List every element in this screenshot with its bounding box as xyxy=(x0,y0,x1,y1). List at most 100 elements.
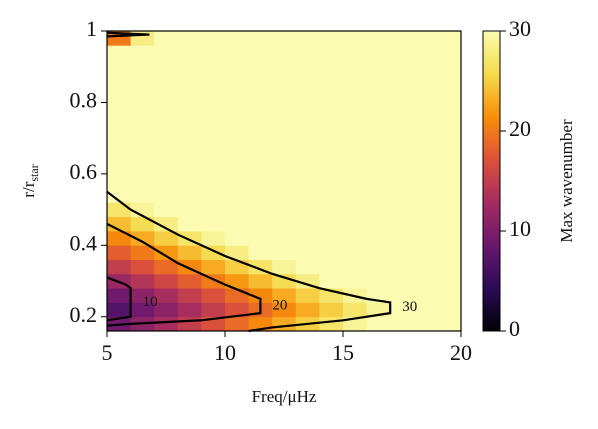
x-tick-label: 15 xyxy=(332,340,354,365)
heatmap-cell xyxy=(413,245,438,260)
heatmap-cell xyxy=(319,173,344,189)
heatmap-cell xyxy=(390,116,415,132)
heatmap-cell xyxy=(130,116,155,132)
heatmap-cell xyxy=(295,159,320,175)
heatmap-cell xyxy=(390,145,415,160)
heatmap-cell xyxy=(366,131,391,146)
heatmap-cell xyxy=(225,116,249,132)
heatmap-cell xyxy=(366,316,391,332)
heatmap-cell xyxy=(107,116,131,132)
heatmap-cell xyxy=(154,231,179,246)
heatmap-cell xyxy=(177,102,202,118)
heatmap-cell xyxy=(225,245,249,260)
heatmap-cell xyxy=(295,188,320,203)
heatmap-cell xyxy=(295,216,320,232)
heatmap-cell xyxy=(366,116,391,132)
heatmap-cell xyxy=(177,73,202,89)
heatmap-cell xyxy=(225,231,249,246)
heatmap-cell xyxy=(413,59,438,75)
heatmap-cell xyxy=(390,216,415,232)
heatmap-cell xyxy=(437,45,462,60)
heatmap-cell xyxy=(295,88,320,103)
heatmap-cell xyxy=(272,302,297,318)
heatmap-cell xyxy=(225,102,249,118)
heatmap-cell xyxy=(272,216,297,232)
x-axis-label: Freq/μHz xyxy=(252,387,317,406)
heatmap-cell xyxy=(343,231,367,246)
heatmap-cell xyxy=(437,273,462,289)
heatmap-cell xyxy=(437,116,462,132)
heatmap-cell xyxy=(319,88,344,103)
heatmap-cell xyxy=(413,231,438,246)
heatmap-cell xyxy=(154,216,179,232)
heatmap-cell xyxy=(343,116,367,132)
y-axis-label-main: r/r xyxy=(19,181,38,197)
heatmap-cell xyxy=(130,288,155,303)
heatmap-cell xyxy=(413,188,438,203)
heatmap-cell xyxy=(154,173,179,189)
heatmap-cell xyxy=(154,273,179,289)
colorbar-tick-label: 20 xyxy=(509,116,531,141)
heatmap-cell xyxy=(130,59,155,75)
heatmap-cell xyxy=(343,73,367,89)
heatmap-cell xyxy=(177,131,202,146)
heatmap-cell xyxy=(295,131,320,146)
plot-frame xyxy=(106,30,462,332)
heatmap-cell xyxy=(319,231,344,246)
heatmap-cell xyxy=(366,231,391,246)
heatmap-cell xyxy=(343,216,367,232)
heatmap-cell xyxy=(107,202,131,218)
heatmap-cell xyxy=(366,102,391,118)
heatmap-cell xyxy=(154,73,179,89)
heatmap-cell xyxy=(177,31,202,46)
contour-line xyxy=(106,222,262,327)
heatmap-cell xyxy=(272,145,297,160)
heatmap-cell xyxy=(225,145,249,160)
heatmap-cell xyxy=(107,145,131,160)
heatmap-cell xyxy=(319,59,344,75)
heatmap-cell xyxy=(437,145,462,160)
heatmap-cell xyxy=(154,88,179,103)
heatmap-cell xyxy=(390,131,415,146)
heatmap-cell xyxy=(225,159,249,175)
heatmap-cell xyxy=(343,59,367,75)
heatmap-cell xyxy=(177,159,202,175)
heatmap-cell xyxy=(248,273,273,289)
heatmap-cell xyxy=(201,116,226,132)
heatmap-cell xyxy=(343,45,367,60)
heatmap-cell xyxy=(437,31,462,46)
heatmap-cell xyxy=(177,216,202,232)
heatmap-cell xyxy=(343,188,367,203)
heatmap-cell xyxy=(437,231,462,246)
heatmap-cell xyxy=(177,88,202,103)
heatmap-cell xyxy=(201,216,226,232)
heatmap-cell xyxy=(201,202,226,218)
heatmap-cell xyxy=(248,45,273,60)
heatmap-cell xyxy=(130,273,155,289)
heatmap-cell xyxy=(130,245,155,260)
heatmap-cell xyxy=(390,31,415,46)
heatmap-cell xyxy=(319,159,344,175)
heatmap-cell xyxy=(413,145,438,160)
heatmap-cell xyxy=(225,202,249,218)
heatmap-cell xyxy=(272,288,297,303)
heatmap-cell xyxy=(248,288,273,303)
heatmap-cell xyxy=(319,116,344,132)
heatmap-cell xyxy=(154,302,179,318)
heatmap-cell xyxy=(366,202,391,218)
heatmap-cell xyxy=(390,59,415,75)
heatmap-cell xyxy=(130,45,155,60)
heatmap-cell xyxy=(413,288,438,303)
heatmap-cell xyxy=(154,45,179,60)
heatmap-cell xyxy=(107,245,131,260)
heatmap-cell xyxy=(413,302,438,318)
heatmap-cell xyxy=(154,145,179,160)
heatmap-cell xyxy=(295,116,320,132)
heatmap-cell xyxy=(225,273,249,289)
heatmap-cell xyxy=(177,245,202,260)
heatmap-cell xyxy=(413,202,438,218)
heatmap-cell xyxy=(366,245,391,260)
heatmap-cell xyxy=(201,45,226,60)
heatmap-cell xyxy=(107,302,131,318)
